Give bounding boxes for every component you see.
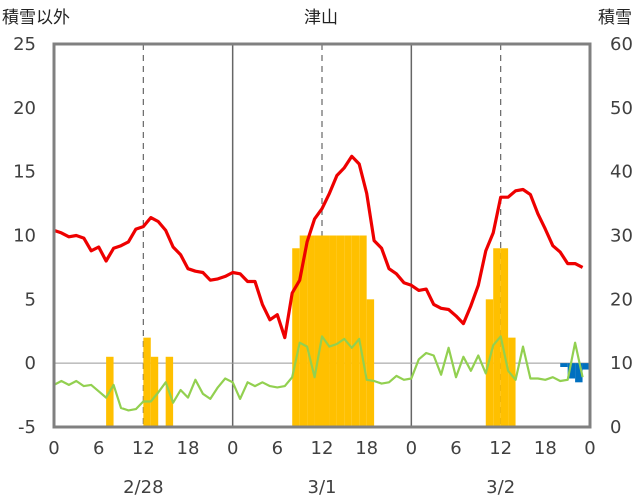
x-tick-label: 6	[93, 438, 104, 459]
orange-bar	[359, 235, 367, 427]
orange-bar	[299, 235, 308, 427]
day-label: 3/2	[486, 477, 515, 498]
blue-bar	[582, 363, 590, 370]
x-tick-label: 18	[534, 438, 557, 459]
orange-bar	[344, 235, 352, 427]
orange-bars	[106, 235, 516, 427]
x-tick-label: 12	[489, 438, 512, 459]
orange-bar	[366, 299, 375, 427]
x-tick-label: 6	[450, 438, 461, 459]
blue-bar	[560, 363, 568, 367]
x-tick-label: 6	[272, 438, 283, 459]
right-tick-label: 50	[610, 98, 633, 119]
orange-bar	[336, 235, 345, 427]
orange-bar	[307, 235, 315, 427]
x-tick-label: 12	[132, 438, 155, 459]
x-tick-label: 0	[227, 438, 238, 459]
right-tick-label: 10	[610, 353, 633, 374]
orange-bar	[314, 235, 322, 427]
x-tick-label: 0	[406, 438, 417, 459]
orange-bar	[329, 235, 337, 427]
orange-bar	[292, 248, 300, 427]
left-axis-label: 積雪以外	[2, 8, 70, 28]
right-tick-label: 0	[610, 417, 621, 438]
left-tick-label: 10	[13, 226, 36, 247]
right-tick-label: 40	[610, 162, 633, 183]
left-tick-label: 20	[13, 98, 36, 119]
plot-frame	[52, 42, 592, 429]
green-series-line	[53, 335, 584, 412]
plot-border	[52, 42, 592, 429]
day-label: 3/1	[308, 477, 337, 498]
x-tick-label: 12	[311, 438, 334, 459]
x-tick-label: 0	[48, 438, 59, 459]
orange-bar	[322, 235, 330, 427]
blue-bar	[575, 363, 583, 383]
day-label: 2/28	[123, 477, 163, 498]
orange-bar	[493, 248, 501, 427]
x-tick-label: 0	[584, 438, 595, 459]
blue-bar	[567, 363, 576, 379]
orange-bar	[143, 337, 151, 427]
chart-title: 津山	[304, 8, 338, 28]
x-tick-label: 18	[177, 438, 200, 459]
orange-bar	[351, 235, 360, 427]
blue-bars	[560, 363, 590, 383]
right-tick-label: 60	[610, 34, 633, 55]
left-tick-label: 5	[25, 289, 36, 310]
left-tick-label: 0	[25, 353, 36, 374]
right-tick-label: 20	[610, 289, 633, 310]
right-tick-label: 30	[610, 226, 633, 247]
orange-bar	[500, 248, 509, 427]
orange-bar	[508, 337, 516, 427]
x-tick-label: 18	[355, 438, 378, 459]
left-tick-label: 25	[13, 34, 36, 55]
red-series-line	[53, 154, 584, 340]
left-tick-label: 15	[13, 162, 36, 183]
orange-bar	[150, 356, 159, 427]
left-tick-label: -5	[18, 417, 36, 438]
right-axis-label: 積雪	[598, 8, 632, 28]
